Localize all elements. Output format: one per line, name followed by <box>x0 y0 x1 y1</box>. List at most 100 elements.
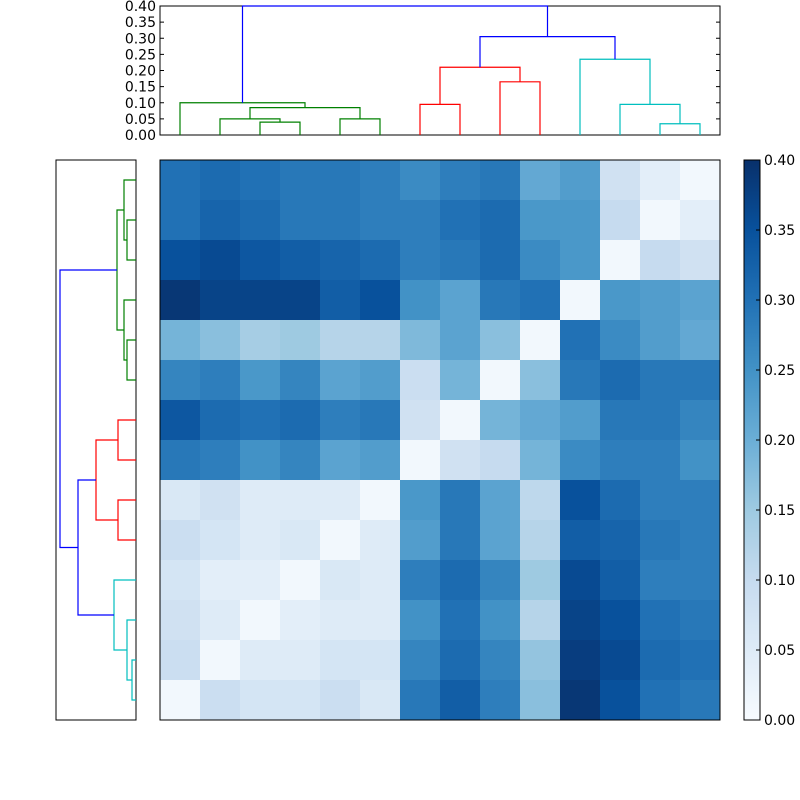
heatmap-cell <box>200 520 241 561</box>
heatmap-cell <box>320 400 361 441</box>
heatmap-cell <box>360 400 401 441</box>
heatmap-cell <box>560 560 601 601</box>
heatmap-cell <box>440 240 481 281</box>
heatmap-cell <box>160 160 201 201</box>
heatmap-cell <box>640 560 681 601</box>
heatmap-cell <box>520 480 561 521</box>
heatmap-cell <box>480 400 521 441</box>
heatmap-cell <box>600 480 641 521</box>
heatmap-cell <box>200 440 241 481</box>
heatmap-cell <box>360 600 401 641</box>
heatmap-cell <box>400 360 441 401</box>
left-dendrogram-frame <box>55 159 137 721</box>
heatmap-cell <box>680 680 721 721</box>
heatmap-cell <box>440 320 481 361</box>
heatmap-cell <box>320 560 361 601</box>
heatmap-cell <box>440 440 481 481</box>
heatmap-cell <box>520 320 561 361</box>
heatmap-cell <box>680 200 721 241</box>
heatmap-cell <box>640 600 681 641</box>
heatmap-cell <box>200 400 241 441</box>
heatmap-cell <box>280 640 321 681</box>
heatmap-cell <box>440 400 481 441</box>
heatmap-cell <box>360 560 401 601</box>
left-dendrogram-link-12 <box>59 269 117 549</box>
colorbar-tick-label: 0.10 <box>764 573 795 589</box>
heatmap-cell <box>600 400 641 441</box>
colorbar-tick-label: 0.00 <box>764 713 795 729</box>
heatmap-cell <box>440 640 481 681</box>
heatmap-cell <box>240 160 281 201</box>
colorbar-axis: 0.00 0.05 0.10 0.15 0.20 0.25 0.30 0.35 0.40 <box>756 153 795 729</box>
heatmap-cell <box>560 280 601 321</box>
heatmap-cell <box>160 400 201 441</box>
heatmap-cell <box>680 240 721 281</box>
heatmap-cell <box>360 640 401 681</box>
heatmap-cell <box>680 480 721 521</box>
heatmap-cell <box>520 360 561 401</box>
heatmap-cell <box>200 200 241 241</box>
heatmap-cell <box>240 280 281 321</box>
top-dendrogram-y-axis: 0.000.050.100.150.200.250.300.350.40 <box>125 0 720 144</box>
heatmap-cell <box>160 600 201 641</box>
heatmap-cell <box>480 160 521 201</box>
heatmap-cell <box>280 400 321 441</box>
heatmap-cell <box>560 640 601 681</box>
heatmap-cell <box>360 320 401 361</box>
heatmap-cell <box>360 360 401 401</box>
colorbar: 0.00 0.05 0.10 0.15 0.20 0.25 0.30 0.35 0.40 <box>743 153 795 729</box>
heatmap-cell <box>440 480 481 521</box>
heatmap-matrix <box>159 159 721 721</box>
heatmap-cell <box>640 200 681 241</box>
heatmap-cell <box>560 600 601 641</box>
heatmap-cell <box>520 440 561 481</box>
heatmap-cell <box>600 600 641 641</box>
heatmap-cell <box>360 240 401 281</box>
left-dendrogram-link-8 <box>123 299 136 361</box>
heatmap-cell <box>240 440 281 481</box>
heatmap-cell <box>400 400 441 441</box>
heatmap-cell <box>600 280 641 321</box>
heatmap-cell <box>640 640 681 681</box>
heatmap-cell <box>680 600 721 641</box>
heatmap-cell <box>480 480 521 521</box>
heatmap-cell <box>280 480 321 521</box>
heatmap-cell <box>560 200 601 241</box>
heatmap-cell <box>200 280 241 321</box>
heatmap-cell <box>440 600 481 641</box>
heatmap-cell <box>400 520 441 561</box>
heatmap-cell <box>480 280 521 321</box>
heatmap-cell <box>640 360 681 401</box>
heatmap-cell <box>400 280 441 321</box>
heatmap-cell <box>440 560 481 601</box>
heatmap-cell <box>280 560 321 601</box>
left-dendrogram-link-5 <box>95 439 118 521</box>
heatmap-cell <box>680 520 721 561</box>
heatmap-cell <box>160 240 201 281</box>
heatmap-cell <box>320 160 361 201</box>
heatmap-cell <box>400 600 441 641</box>
heatmap-cell <box>360 480 401 521</box>
heatmap-cell <box>520 240 561 281</box>
heatmap-cell <box>640 440 681 481</box>
heatmap-cell <box>360 440 401 481</box>
heatmap-cell <box>640 680 681 721</box>
heatmap-cell <box>440 160 481 201</box>
heatmap-cell <box>520 640 561 681</box>
heatmap-cell <box>160 520 201 561</box>
top-dendrogram-link-2 <box>339 118 381 135</box>
heatmap-cell <box>520 200 561 241</box>
heatmap-cell <box>320 360 361 401</box>
top-dendrogram: 0.000.050.100.150.200.250.300.350.40 <box>125 0 721 144</box>
top-dendrogram-link-11 <box>479 36 616 68</box>
heatmap-cell <box>160 680 201 721</box>
heatmap-cell <box>200 480 241 521</box>
top-dendrogram-tick-label: 0.30 <box>125 31 156 47</box>
heatmap-cell <box>680 360 721 401</box>
top-dendrogram-tick-label: 0.05 <box>125 112 156 128</box>
heatmap-cell <box>400 680 441 721</box>
heatmap-cell <box>160 280 201 321</box>
heatmap-cell <box>480 360 521 401</box>
heatmap-cell <box>440 360 481 401</box>
